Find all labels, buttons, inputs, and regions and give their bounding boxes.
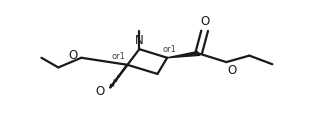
- Text: or1: or1: [112, 52, 125, 61]
- Polygon shape: [167, 52, 200, 58]
- Text: O: O: [227, 64, 236, 77]
- Text: O: O: [68, 49, 77, 62]
- Text: O: O: [200, 15, 209, 28]
- Text: N: N: [135, 34, 144, 47]
- Text: O: O: [95, 85, 104, 98]
- Text: or1: or1: [162, 45, 176, 54]
